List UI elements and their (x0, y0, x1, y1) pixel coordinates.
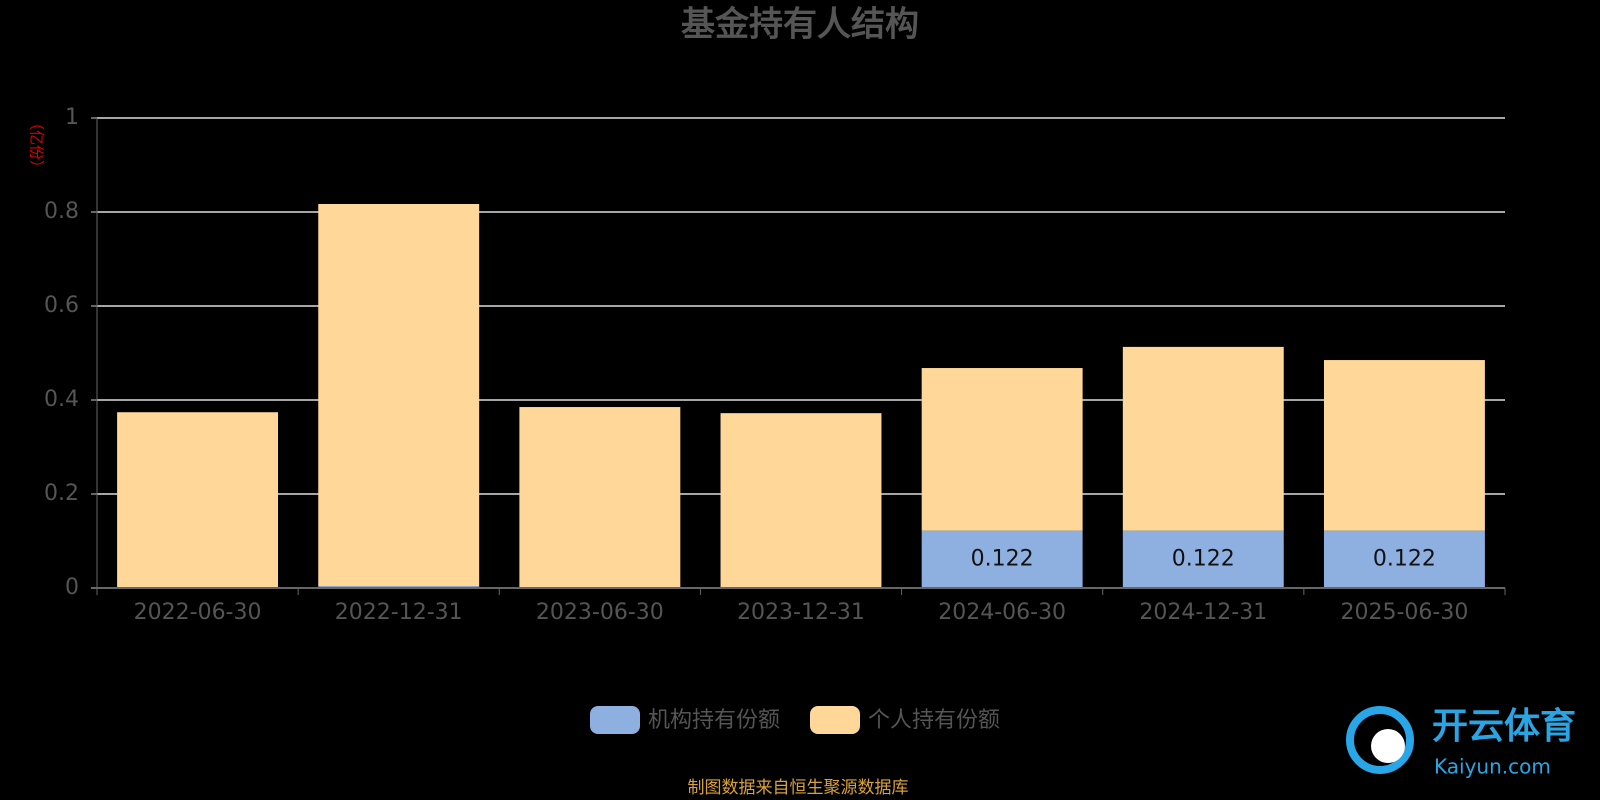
x-tick-label: 2022-12-31 (335, 600, 463, 625)
bar-segment (921, 530, 1083, 588)
watermark-text: 开云体育 (1432, 706, 1576, 747)
legend-label: 个人持有份额 (868, 708, 1000, 733)
x-tick-label: 2025-06-30 (1340, 600, 1468, 625)
data-label: 0.122 (1172, 546, 1235, 571)
watermark: 开云体育 Kaiyun.com (1346, 706, 1576, 779)
logo-ball (1371, 729, 1405, 763)
bar-segment (1122, 346, 1284, 531)
x-tick-label: 2024-06-30 (938, 600, 1066, 625)
bar-segment (1323, 530, 1485, 588)
x-tick-label: 2023-06-30 (536, 600, 664, 625)
bar-segment (720, 413, 882, 588)
chart-title: 基金持有人结构 (681, 5, 919, 45)
y-tick-label: 1 (65, 105, 79, 130)
bar-segment (117, 412, 279, 588)
bar-segment (519, 407, 681, 588)
data-label: 0.122 (971, 546, 1034, 571)
logo-ring (1346, 706, 1414, 774)
bar-segment (1122, 530, 1284, 588)
x-tick-label: 2023-12-31 (737, 600, 865, 625)
watermark-sub: Kaiyun.com (1434, 755, 1551, 779)
y-tick-label: 0.8 (44, 199, 79, 224)
y-tick-label: 0 (65, 575, 79, 600)
y-tick-label: 0.4 (44, 387, 79, 412)
legend-swatch (590, 706, 640, 734)
source-note: 制图数据来自恒生聚源数据库 (688, 778, 909, 798)
legend-label: 机构持有份额 (648, 708, 780, 733)
legend-swatch (810, 706, 860, 734)
y-tick-label: 0.2 (44, 481, 79, 506)
x-tick-label: 2024-12-31 (1139, 600, 1267, 625)
y-tick-label: 0.6 (44, 293, 79, 318)
bar-segment (318, 204, 480, 587)
y-axis-label: （亿份） (28, 115, 46, 175)
data-label: 0.122 (1373, 546, 1436, 571)
x-tick-label: 2022-06-30 (134, 600, 262, 625)
bar-segment (921, 368, 1083, 531)
bar-segment (1323, 360, 1485, 531)
